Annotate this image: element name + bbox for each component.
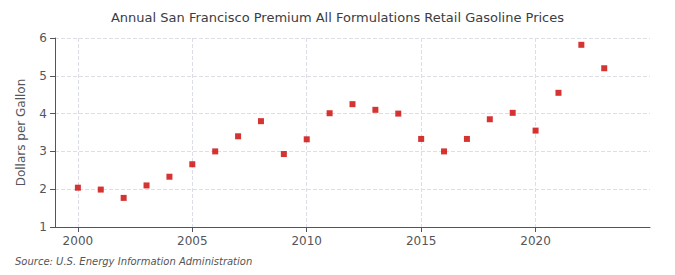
- svg-text:2000: 2000: [63, 234, 94, 248]
- svg-text:3: 3: [39, 144, 47, 158]
- svg-text:6: 6: [39, 31, 47, 45]
- svg-text:Source: U.S. Energy Informatio: Source: U.S. Energy Information Administ…: [15, 256, 252, 267]
- svg-text:1: 1: [39, 220, 47, 234]
- svg-text:Annual San Francisco Premium A: Annual San Francisco Premium All Formula…: [111, 10, 564, 25]
- svg-text:2: 2: [39, 182, 47, 196]
- svg-text:Dollars per Gallon: Dollars per Gallon: [14, 79, 28, 187]
- svg-text:2020: 2020: [520, 234, 551, 248]
- svg-text:2010: 2010: [291, 234, 322, 248]
- svg-text:5: 5: [39, 69, 47, 83]
- svg-text:2015: 2015: [406, 234, 437, 248]
- svg-text:4: 4: [39, 107, 47, 121]
- svg-text:2005: 2005: [177, 234, 208, 248]
